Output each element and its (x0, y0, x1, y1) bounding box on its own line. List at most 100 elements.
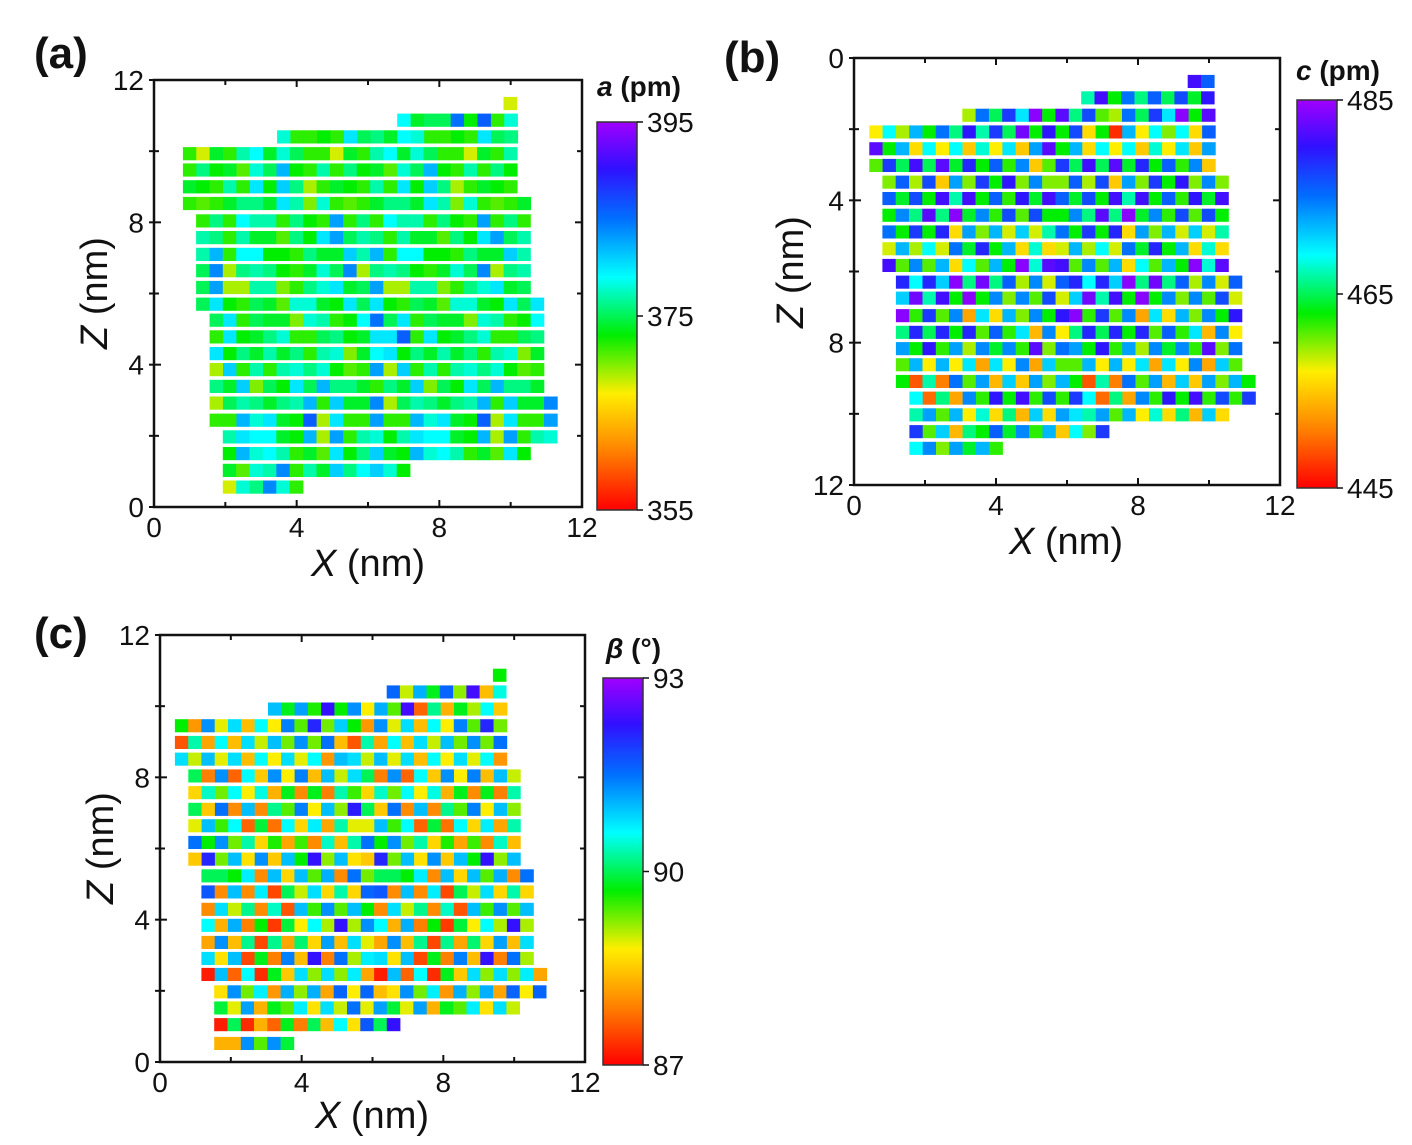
y-tick-label: 4 (828, 185, 844, 216)
heatmap-cell (450, 130, 465, 144)
heatmap-cell (241, 935, 255, 949)
heatmap-cell (1042, 275, 1056, 289)
heatmap-cell (1094, 91, 1109, 105)
heatmap-cell (463, 313, 478, 327)
heatmap-cell (1122, 275, 1136, 289)
heatmap-cell (450, 363, 465, 377)
heatmap-cell (228, 869, 242, 883)
heatmap-cell (356, 280, 371, 295)
heatmap-cell (316, 413, 331, 427)
heatmap-cell (493, 769, 508, 783)
heatmap-cell (1162, 275, 1176, 289)
heatmap-cell (276, 330, 291, 344)
heatmap-cell (321, 902, 335, 916)
heatmap-cell (440, 967, 455, 981)
heatmap-cell (276, 347, 291, 361)
heatmap-cell (477, 379, 491, 393)
heatmap-cell (1175, 258, 1189, 272)
heatmap-cell (410, 196, 424, 211)
heatmap-cell (922, 258, 936, 272)
heatmap-cell (490, 147, 505, 161)
heatmap-cell (1095, 225, 1109, 239)
heatmap-cell (374, 902, 388, 916)
heatmap-cell (463, 430, 478, 444)
heatmap-cell (1055, 358, 1070, 372)
heatmap-cell (182, 163, 197, 177)
heatmap-cell (316, 447, 331, 461)
heatmap-cell (396, 247, 411, 261)
heatmap-cell (895, 142, 910, 156)
heatmap-cell (477, 214, 491, 228)
heatmap-cell (440, 852, 455, 866)
heatmap-cell (307, 735, 322, 749)
heatmap-cell (383, 297, 397, 311)
heatmap-cell (427, 735, 441, 749)
heatmap-cell (962, 325, 977, 339)
heatmap-cell (922, 175, 936, 189)
heatmap-cell (1108, 258, 1123, 272)
heatmap-cell (493, 918, 508, 932)
heatmap-cell (467, 702, 481, 716)
heatmap-cell (1015, 158, 1030, 172)
heatmap-cell (503, 347, 518, 361)
heatmap-cell (1015, 408, 1030, 422)
heatmap-cell (383, 214, 397, 228)
heatmap-cell (1082, 391, 1096, 405)
heatmap-cell (503, 147, 518, 161)
heatmap-cell (467, 769, 481, 783)
heatmap-cell (517, 297, 531, 311)
heatmap-cell (922, 325, 937, 339)
heatmap-cell (289, 413, 304, 427)
heatmap-cell (1082, 158, 1096, 172)
heatmap-cell (962, 125, 977, 139)
heatmap-cell (249, 297, 264, 311)
heatmap-cell (1202, 325, 1216, 339)
heatmap-cell (400, 769, 415, 783)
heatmap-cell (201, 769, 216, 783)
heatmap-cell (383, 413, 398, 427)
heatmap-cell (276, 379, 291, 393)
heatmap-cell (493, 786, 508, 800)
heatmap-cell (477, 430, 491, 444)
heatmap-cell (276, 297, 290, 311)
heatmap-cell (530, 413, 545, 427)
heatmap-cell (281, 967, 295, 981)
heatmap-cell (1095, 309, 1110, 323)
heatmap-cell (307, 869, 322, 883)
heatmap-cell (294, 902, 308, 916)
heatmap-cell (303, 214, 317, 228)
heatmap-cell (334, 902, 348, 916)
heatmap-cell (1055, 275, 1070, 289)
heatmap-cell (263, 231, 277, 245)
x-tick-label: 4 (289, 512, 305, 543)
heatmap-cell (1175, 192, 1189, 206)
heatmap-cell (1095, 374, 1110, 388)
heatmap-cell (1095, 342, 1110, 356)
heatmap-cell (530, 363, 545, 377)
heatmap-cell (307, 702, 322, 716)
heatmap-cell (464, 113, 478, 127)
heatmap-cell (989, 309, 1003, 323)
heatmap-cell (1162, 374, 1176, 388)
heatmap-cell (1002, 258, 1016, 272)
heatmap-cell (383, 347, 398, 361)
heatmap-cell (1122, 309, 1136, 323)
heatmap-cell (922, 391, 937, 405)
heatmap-cell (463, 297, 478, 311)
heatmap-cell (343, 413, 358, 427)
heatmap-cell (263, 214, 277, 228)
colorbar-tick-label: 485 (1347, 85, 1394, 116)
heatmap-cell (396, 147, 411, 161)
heatmap-cell (374, 735, 388, 749)
heatmap-cell (1162, 325, 1176, 339)
heatmap-cell (520, 885, 534, 899)
heatmap-cell (410, 280, 424, 295)
heatmap-cell (1069, 158, 1083, 172)
heatmap-cell (949, 158, 963, 172)
heatmap-cell (895, 225, 910, 239)
heatmap-cell (1148, 192, 1163, 206)
heatmap-cell (1135, 258, 1149, 272)
heatmap-cell (321, 951, 335, 965)
